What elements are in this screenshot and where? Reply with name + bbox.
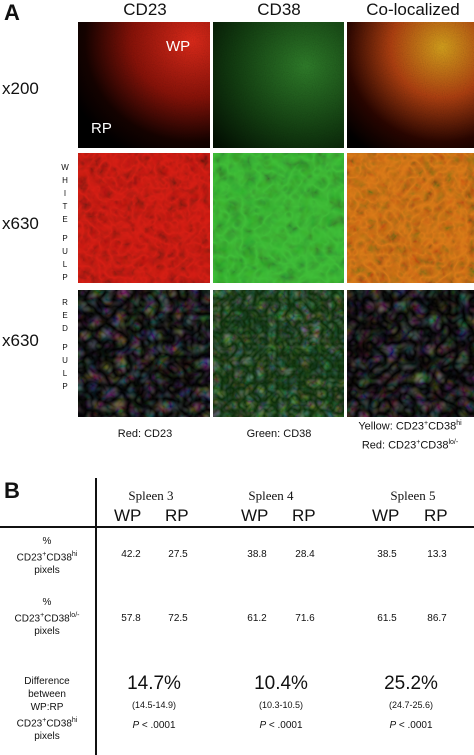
diff-value-s4: 10.4%	[254, 673, 308, 694]
magnification-row-3: x630	[2, 331, 39, 350]
micrographs	[78, 22, 474, 417]
image-cd38-x200	[212, 22, 346, 148]
diff-range-s3: (14.5-14.9)	[131, 700, 177, 710]
subheader-wp-s5: WP	[372, 506, 400, 525]
caption-red: Red: CD23	[117, 428, 173, 440]
diff-value-s5: 25.2%	[384, 673, 438, 694]
header-spleen-3: Spleen 3	[128, 488, 174, 503]
image-colocalized-x200	[346, 22, 474, 148]
subheader-rp-s3: RP	[165, 506, 189, 525]
column-header-cd23: CD23	[123, 0, 167, 19]
p-value-s5: P < .0001	[389, 720, 433, 731]
diff-range-s4: (10.3-10.5)	[258, 700, 304, 710]
cell-lo-s4-wp: 61.2	[247, 613, 267, 624]
image-cd38-red-pulp	[212, 290, 346, 417]
subheader-wp-s3: WP	[114, 506, 142, 525]
table-vertical-rule	[95, 478, 97, 755]
subheader-wp-s4: WP	[241, 506, 269, 525]
cell-hi-s5-wp: 38.5	[377, 549, 397, 560]
column-header-colocalized: Co-localized	[366, 0, 460, 19]
caption-red-lo: Red: CD23+CD38lo/-	[361, 439, 459, 452]
cell-lo-s3-wp: 57.8	[121, 613, 141, 624]
cell-hi-s3-rp: 27.5	[168, 549, 188, 560]
cell-lo-s3-rp: 72.5	[168, 613, 188, 624]
header-spleen-5: Spleen 5	[390, 488, 436, 503]
panel-b-letter: B	[4, 478, 20, 503]
image-cd23-x200	[78, 22, 212, 148]
row-label-hi: % CD23+CD38hi pixels	[16, 536, 78, 577]
cell-hi-s5-rp: 13.3	[427, 549, 447, 560]
header-spleen-4: Spleen 4	[248, 488, 294, 503]
image-cd38-white-pulp	[212, 153, 346, 283]
image-cd23-red-pulp	[78, 290, 212, 417]
cell-lo-s5-wp: 61.5	[377, 613, 397, 624]
subheader-rp-s5: RP	[424, 506, 448, 525]
table-horizontal-rule	[0, 526, 474, 528]
cell-hi-s3-wp: 42.2	[121, 549, 141, 560]
row-label-difference: Difference between WP:RP CD23+CD38hi pix…	[16, 676, 78, 743]
caption-green: Green: CD38	[246, 428, 312, 440]
magnification-row-2: x630	[2, 214, 39, 233]
cell-lo-s4-rp: 71.6	[295, 613, 315, 624]
cell-hi-s4-rp: 28.4	[295, 549, 315, 560]
row-label-lo: % CD23+CD38lo/- pixels	[14, 597, 80, 638]
column-header-cd38: CD38	[257, 0, 301, 19]
p-value-s3: P < .0001	[132, 720, 176, 731]
image-colocalized-red-pulp	[346, 290, 474, 417]
label-rp: RP	[91, 120, 112, 137]
panel-a-letter: A	[4, 0, 20, 25]
cell-hi-s4-wp: 38.8	[247, 549, 267, 560]
diff-range-s5: (24.7-25.6)	[388, 700, 434, 710]
magnification-row-1: x200	[2, 79, 39, 98]
caption-yellow: Yellow: CD23+CD38hi	[358, 420, 462, 433]
diff-value-s3: 14.7%	[127, 673, 181, 694]
image-cd23-white-pulp	[78, 153, 212, 283]
cell-lo-s5-rp: 86.7	[427, 613, 447, 624]
subheader-rp-s4: RP	[292, 506, 316, 525]
label-wp: WP	[166, 38, 191, 55]
image-colocalized-white-pulp	[346, 153, 474, 283]
p-value-s4: P < .0001	[259, 720, 303, 731]
